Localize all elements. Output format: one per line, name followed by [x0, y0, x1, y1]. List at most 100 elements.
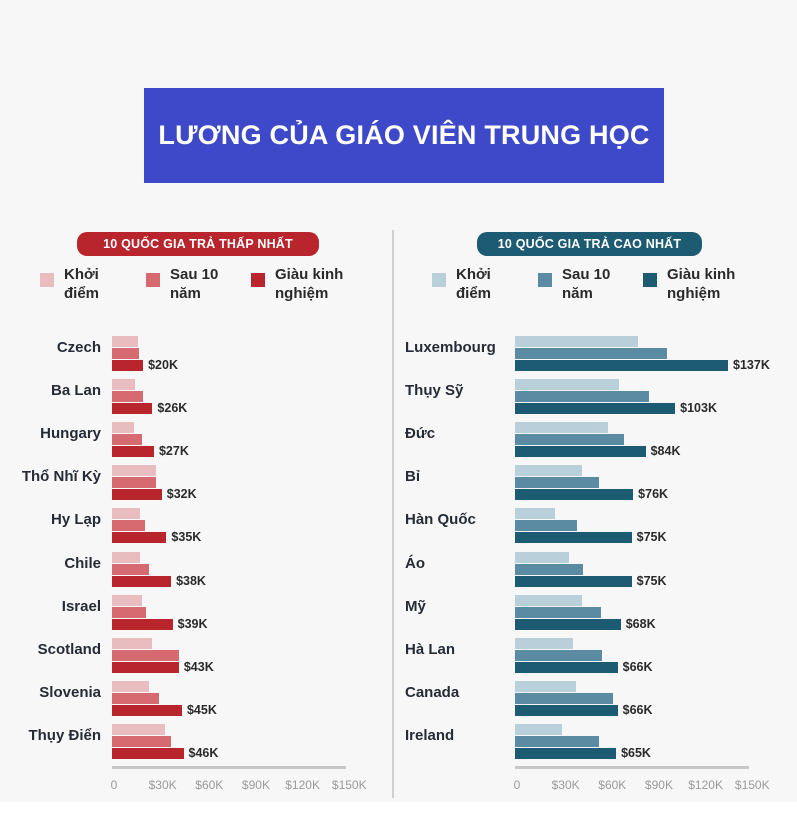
legend-label: Sau 10 năm — [562, 266, 611, 302]
bar-starting — [515, 594, 582, 606]
bar-row: Đức $84K — [395, 422, 797, 462]
value-label: $103K — [680, 401, 717, 416]
value-label: $66K — [622, 702, 653, 717]
value-label: $65K — [621, 745, 651, 760]
bar-after-10-years — [112, 348, 140, 359]
x-axis-tick-label: $60K — [195, 778, 224, 792]
bar-row: Hà Lan $66K — [395, 637, 797, 678]
country-label: Thụy Điển — [28, 726, 101, 744]
country-label: Thổ Nhĩ Kỳ — [21, 468, 101, 486]
bar-row: Thụy Sỹ $103K — [395, 379, 797, 419]
value-label: $35K — [171, 530, 202, 545]
bar-starting — [515, 508, 556, 520]
bar-after-10-years — [515, 649, 603, 661]
value-label: $26K — [157, 401, 188, 416]
bar-row: Chile $38K — [0, 551, 390, 592]
value-label: $46K — [188, 745, 219, 760]
country-label: Ba Lan — [50, 382, 101, 400]
x-axis-tick-label: $30K — [148, 778, 177, 792]
value-label: $20K — [148, 358, 178, 372]
value-label: $75K — [636, 573, 667, 588]
bar-row: Thổ Nhĩ Kỳ $32K — [0, 465, 390, 505]
legend-label: Giàu kinh nghiệm — [275, 266, 344, 302]
bar-starting — [515, 336, 638, 347]
country-label: Scotland — [37, 640, 101, 658]
bar-after-10-years — [515, 606, 601, 618]
x-axis-tick-label: 0 — [513, 778, 521, 792]
country-label: Canada — [405, 683, 460, 701]
bar-experienced — [112, 747, 184, 759]
value-label: $66K — [622, 659, 653, 674]
bar-experienced — [112, 575, 172, 587]
bar-experienced — [112, 618, 173, 630]
bar-experienced — [515, 403, 676, 415]
legend-swatch-icon — [643, 273, 657, 287]
value-label: $43K — [183, 659, 214, 674]
legend-swatch-icon — [40, 273, 54, 287]
bar-starting — [515, 422, 609, 434]
bar-after-10-years — [515, 520, 578, 532]
bar-row: Bỉ $76K — [395, 465, 797, 505]
country-label: Luxembourg — [405, 339, 496, 356]
legend: Khởi điểm Sau 10 năm Giàu kinh nghiệm — [0, 265, 390, 325]
bar-row: Hungary $27K — [0, 422, 390, 462]
bar-starting — [515, 680, 576, 692]
bar-starting — [515, 723, 562, 735]
bar-experienced — [515, 489, 634, 501]
country-label: Ireland — [405, 726, 455, 744]
bar-experienced — [112, 360, 144, 371]
bar-after-10-years — [515, 477, 599, 489]
legend-item-10-years: Sau 10 năm — [146, 265, 240, 303]
bar-after-10-years — [515, 348, 668, 359]
bar-row: Hàn Quốc $75K — [395, 508, 797, 548]
bar-experienced — [515, 360, 729, 371]
bar-starting — [112, 336, 139, 347]
legend-swatch-icon — [146, 273, 160, 287]
bar-row: Czech $20K — [0, 336, 390, 376]
bar-row: Ba Lan $26K — [0, 379, 390, 419]
legend-swatch-icon — [432, 273, 446, 287]
x-axis-tick-label: $90K — [644, 778, 673, 792]
country-label: Hy Lạp — [50, 511, 101, 529]
bar-experienced — [112, 661, 179, 673]
bar-after-10-years — [112, 434, 142, 446]
country-label: Hàn Quốc — [405, 511, 476, 529]
bar-after-10-years — [112, 563, 150, 575]
bar-after-10-years — [112, 477, 157, 489]
bar-experienced — [515, 747, 617, 759]
legend-label: Giàu kinh nghiệm — [667, 266, 736, 302]
bar-experienced — [515, 532, 632, 544]
bar-starting — [112, 637, 153, 649]
bar-starting — [112, 551, 140, 563]
value-label: $38K — [176, 573, 206, 588]
bar-starting — [515, 379, 620, 391]
legend-swatch-icon — [538, 273, 552, 287]
legend-item-starting: Khởi điểm — [40, 265, 134, 303]
legend-label: Khởi điểm — [64, 266, 100, 302]
bar-experienced — [112, 403, 153, 415]
country-label: Chile — [64, 554, 101, 572]
bar-after-10-years — [112, 649, 179, 661]
bar-experienced — [515, 575, 632, 587]
value-label: $84K — [650, 444, 681, 459]
value-label: $45K — [186, 702, 217, 717]
value-label: $32K — [166, 487, 197, 502]
country-label: Israel — [61, 597, 101, 615]
bar-after-10-years — [112, 606, 147, 618]
bar-after-10-years — [112, 520, 145, 532]
x-axis-tick-label: $60K — [598, 778, 627, 792]
bar-row: Canada $66K — [395, 680, 797, 721]
x-axis-line — [112, 766, 346, 769]
value-label: $27K — [158, 444, 189, 459]
bar-after-10-years — [515, 434, 624, 446]
x-axis-tick-label: $30K — [551, 778, 580, 792]
x-axis-tick-label: $120K — [285, 778, 320, 792]
legend-item-starting: Khởi điểm — [432, 265, 526, 303]
bar-starting — [515, 465, 582, 477]
bar-after-10-years — [112, 735, 172, 747]
country-label: Áo — [405, 554, 425, 572]
value-label: $75K — [636, 530, 667, 545]
legend-label: Sau 10 năm — [170, 266, 219, 302]
bar-experienced — [515, 704, 618, 716]
value-label: $39K — [177, 616, 208, 631]
